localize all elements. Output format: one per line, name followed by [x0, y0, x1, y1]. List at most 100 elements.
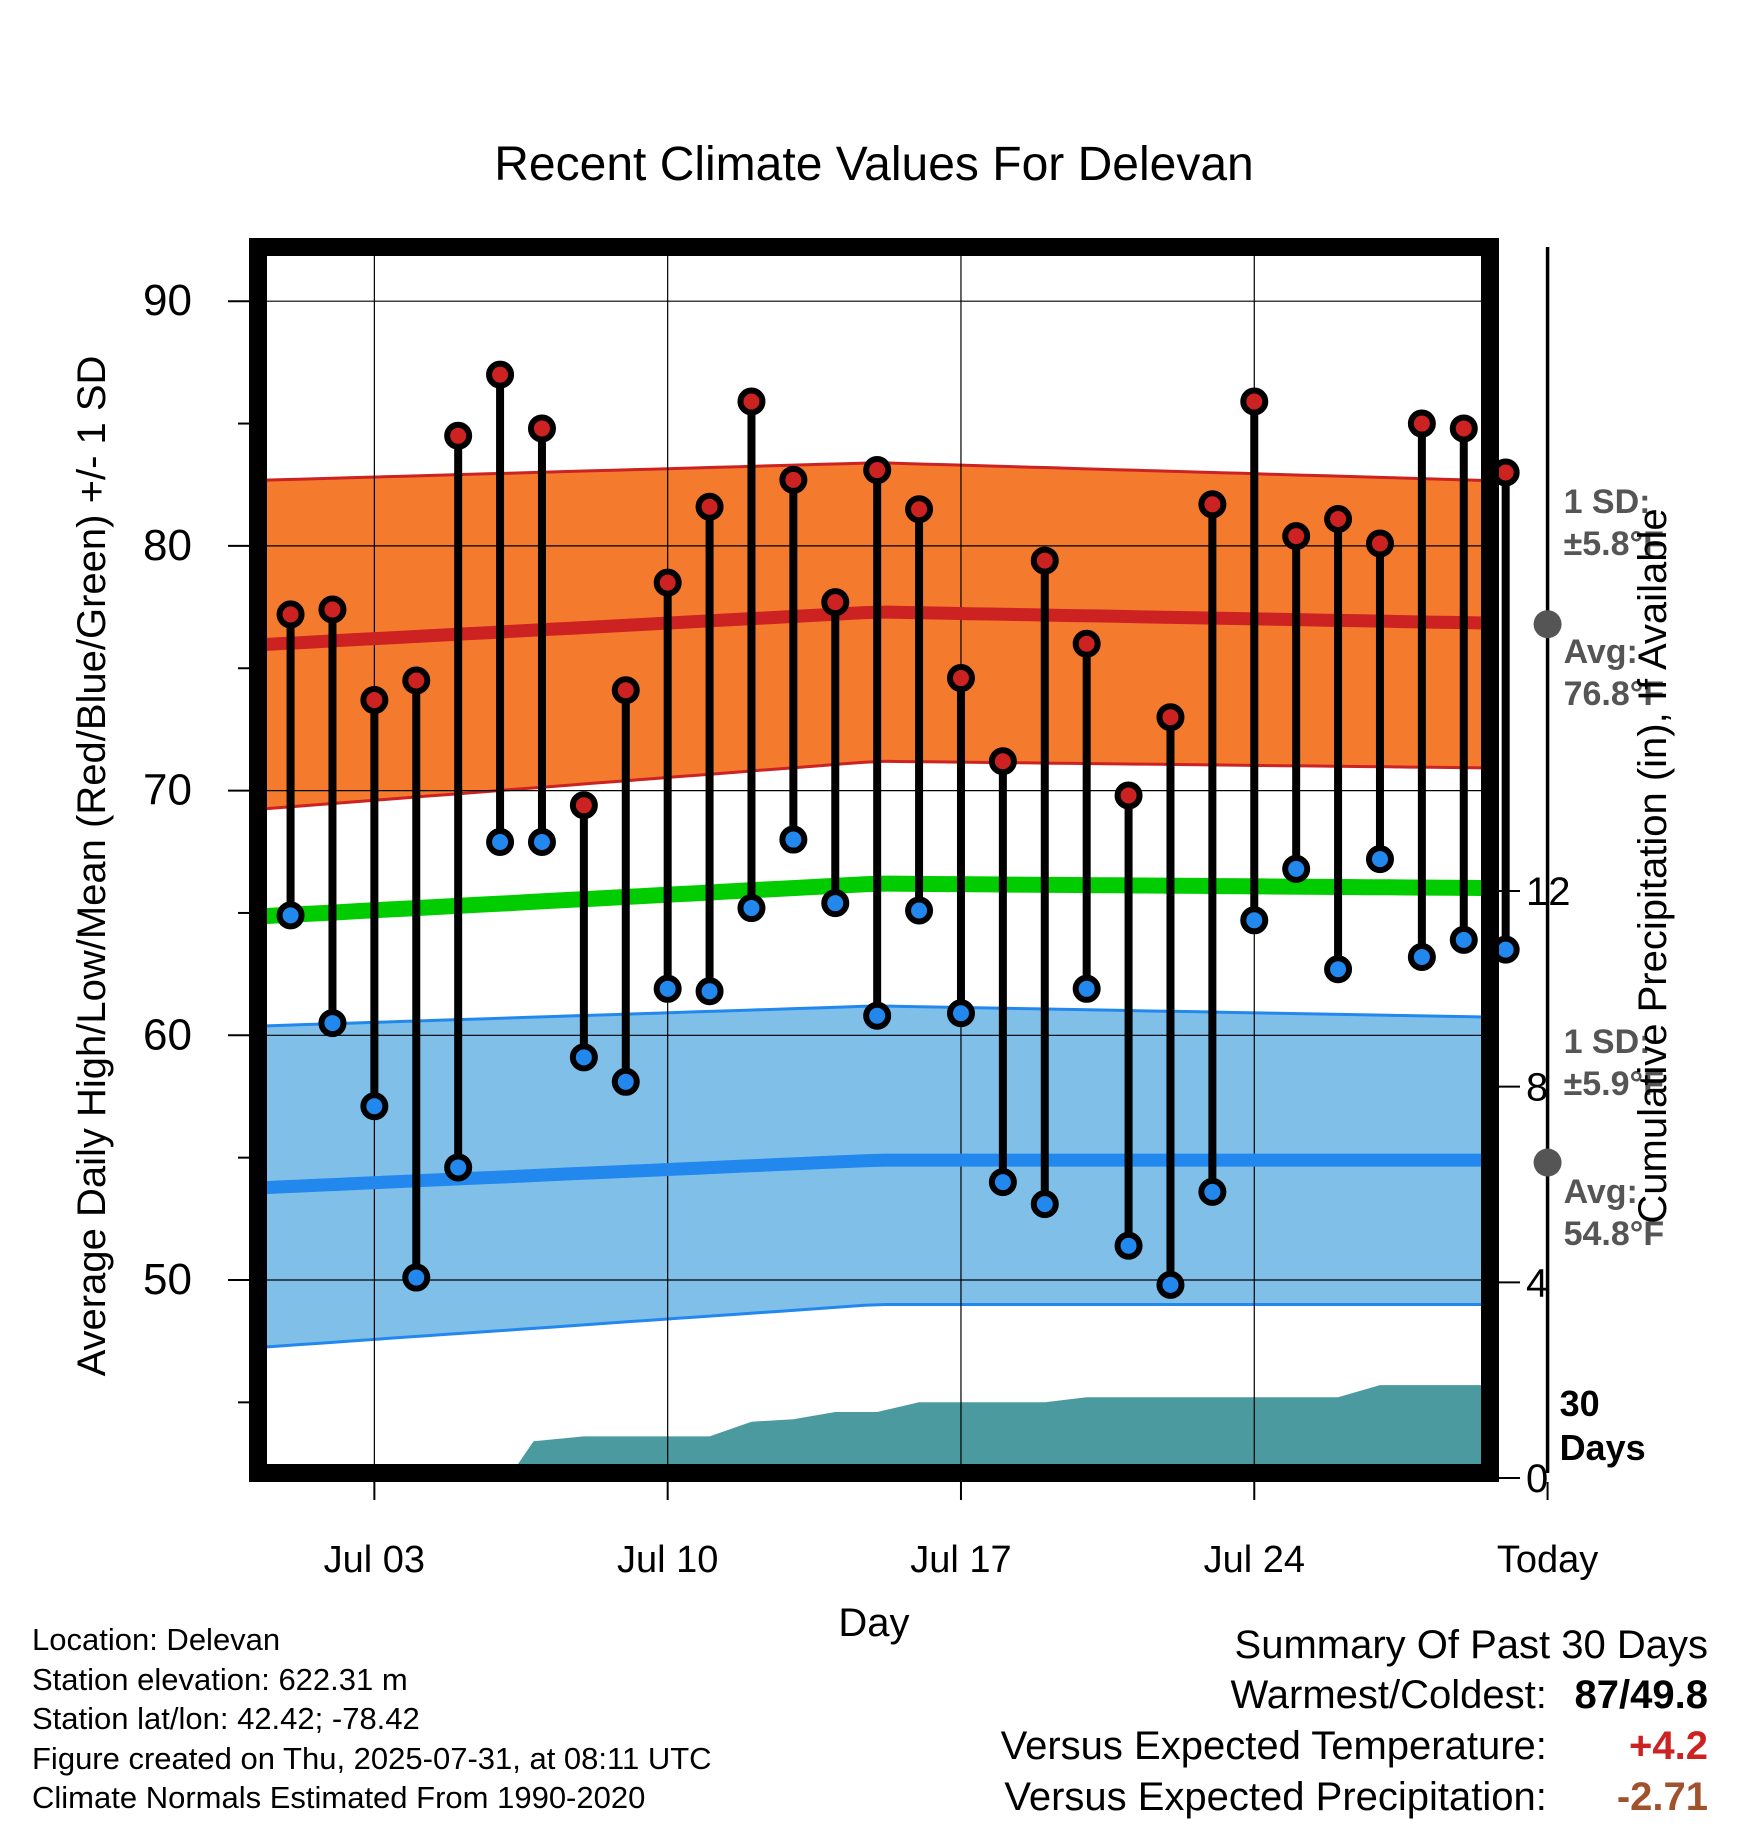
daily-low-point — [486, 827, 515, 856]
station-location: Location: Delevan — [32, 1622, 281, 1657]
daily-high-point — [1365, 529, 1394, 558]
high-sd-label: 1 SD: — [1564, 483, 1651, 521]
low-sd-lower-edge — [258, 1303, 1490, 1349]
daily-high-point — [1156, 703, 1185, 732]
daily-high-point — [486, 360, 515, 389]
daily-high-point — [1030, 546, 1059, 575]
climate-normals-note: Climate Normals Estimated From 1990-2020 — [32, 1780, 646, 1815]
daily-low-point — [1324, 955, 1353, 984]
coldest-value: 49.8 — [1630, 1673, 1708, 1717]
daily-low-point — [360, 1092, 389, 1121]
daily-high-point — [444, 421, 473, 450]
x-tick-label: Jul 17 — [910, 1539, 1011, 1581]
daily-low-point — [527, 827, 556, 856]
daily-low-point — [1072, 974, 1101, 1003]
mean-average-line — [258, 875, 1490, 925]
daily-high-point — [402, 666, 431, 695]
summary-temperature: Versus Expected Temperature: +4.2 — [1001, 1721, 1708, 1772]
daily-high-point — [569, 791, 598, 820]
daily-low-point — [1198, 1177, 1227, 1206]
daily-low-point — [444, 1153, 473, 1182]
y2-tick-label: 0 — [1526, 1457, 1548, 1501]
summary-precipitation: Versus Expected Precipitation: -2.71 — [1001, 1772, 1708, 1823]
daily-high-point — [527, 414, 556, 443]
y-tick-label: 70 — [143, 766, 192, 815]
station-latlon: Station lat/lon: 42.42; -78.42 — [32, 1701, 420, 1736]
daily-high-point — [863, 456, 892, 485]
warmest-coldest-value: 87/49.8 — [1574, 1673, 1708, 1717]
daily-low-point — [611, 1067, 640, 1096]
summary-warmest-coldest: Warmest/Coldest: 87/49.8 — [1001, 1670, 1709, 1721]
high-avg-value: 76.8°F — [1564, 675, 1665, 713]
daily-low-point — [988, 1168, 1017, 1197]
warmest-value: 87 — [1574, 1673, 1620, 1717]
daily-low-point — [1240, 906, 1269, 935]
daily-low-point — [569, 1043, 598, 1072]
x-tick-label: Jul 24 — [1204, 1539, 1305, 1581]
daily-high-point — [276, 600, 305, 629]
low-sd-label: 1 SD: — [1564, 1023, 1651, 1061]
daily-high-point — [360, 686, 389, 715]
daily-high-point — [695, 492, 724, 521]
daily-low-point — [737, 894, 766, 923]
daily-high-point — [1407, 409, 1436, 438]
daily-low-point — [318, 1009, 347, 1038]
daily-low-point — [821, 889, 850, 918]
daily-high-point — [1198, 490, 1227, 519]
daily-high-point — [988, 747, 1017, 776]
daily-high-point — [821, 588, 850, 617]
plot-data-group — [258, 247, 1490, 1473]
precip-departure-label: Versus Expected Precipitation: — [1004, 1775, 1547, 1819]
days-unit-label: Days — [1560, 1427, 1646, 1468]
daily-low-point — [695, 977, 724, 1006]
y2-tick-label: 4 — [1526, 1261, 1548, 1305]
high-sd-value: ±5.8°F — [1564, 525, 1664, 563]
daily-low-point — [402, 1263, 431, 1292]
low-sd-upper-edge — [258, 1004, 1490, 1028]
figure-created: Figure created on Thu, 2025-07-31, at 08… — [32, 1740, 712, 1776]
daily-low-point — [863, 1001, 892, 1030]
chart-title: Recent Climate Values For Delevan — [494, 138, 1253, 191]
x-tick-label: Jul 10 — [617, 1539, 718, 1581]
daily-low-point — [779, 825, 808, 854]
daily-high-point — [946, 664, 975, 693]
low-sd-band — [258, 1006, 1490, 1348]
daily-low-point — [276, 901, 305, 930]
daily-high-point — [905, 495, 934, 524]
daily-high-point — [1114, 781, 1143, 810]
station-elevation: Station elevation: 622.31 m — [32, 1661, 408, 1697]
y2-tick-label: 8 — [1526, 1066, 1548, 1110]
y-tick-label: 90 — [143, 276, 192, 325]
daily-high-point — [1324, 504, 1353, 533]
daily-high-point — [779, 465, 808, 494]
warmest-coldest-label: Warmest/Coldest: — [1230, 1673, 1547, 1717]
daily-low-point — [1282, 854, 1311, 883]
today-low-normal-marker — [1533, 1148, 1562, 1177]
temp-departure-value: +4.2 — [1629, 1724, 1708, 1768]
daily-low-point — [1449, 925, 1478, 954]
summary-title: Summary Of Past 30 Days — [1234, 1623, 1708, 1667]
high-avg-label: Avg: — [1564, 633, 1638, 671]
daily-high-point — [318, 595, 347, 624]
y2-axis-label: Cumulative Precipitation (in), If Availa… — [1631, 508, 1675, 1223]
precip-departure-value: -2.71 — [1616, 1775, 1708, 1819]
plot-area: 1 SD: ±5.8°F Avg: 76.8°F 1 SD: ±5.9°F Avg: 54.8… — [143, 238, 1665, 1581]
low-avg-label: Avg: — [1564, 1173, 1638, 1211]
daily-low-point — [1156, 1270, 1185, 1299]
temp-departure-label: Versus Expected Temperature: — [1000, 1724, 1547, 1768]
daily-low-point — [1365, 845, 1394, 874]
precipitation-area — [511, 1385, 1490, 1473]
y-axis-label: Average Daily High/Low/Mean (Red/Blue/Gr… — [70, 356, 114, 1377]
daily-high-point — [1240, 387, 1269, 416]
today-high-normal-marker — [1533, 610, 1562, 639]
low-average-line — [258, 1153, 1490, 1195]
daily-high-point — [653, 568, 682, 597]
x-axis-label: Day — [838, 1601, 909, 1645]
daily-low-point — [1030, 1190, 1059, 1219]
daily-low-point — [1407, 942, 1436, 971]
daily-low-point — [905, 896, 934, 925]
daily-high-point — [1072, 629, 1101, 658]
days-count-label: 30 — [1560, 1383, 1600, 1424]
daily-high-point — [611, 676, 640, 705]
